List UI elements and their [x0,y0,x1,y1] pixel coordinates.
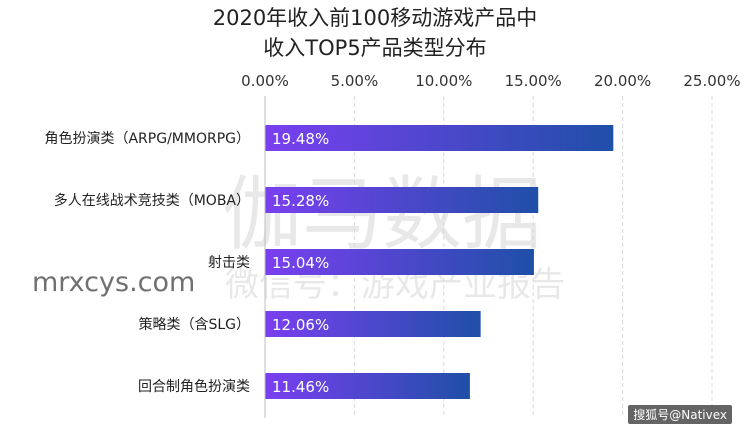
bar-value-label: 15.04% [272,254,329,272]
bar-value-label: 15.28% [272,192,329,210]
category-label: 多人在线战术竞技类（MOBA） [54,192,250,209]
category-label: 射击类 [208,255,250,271]
x-tick-label: 5.00% [331,72,379,90]
bar [265,187,539,213]
value-labels: 19.48% 15.28% 15.04% 12.06% 11.46% [272,130,329,396]
category-label: 回合制角色扮演类 [138,378,250,395]
x-tick-label: 20.00% [594,72,651,90]
x-tick-label: 15.00% [505,72,562,90]
bar-value-label: 12.06% [272,316,329,334]
source-credit: 搜狐号@Nativex [628,405,732,424]
x-tick-label: 10.00% [415,72,472,90]
category-labels: 角色扮演类（ARPG/MMORPG） 多人在线战术竞技类（MOBA） 射击类策略类（… [44,130,250,395]
chart-title-line-2: 收入TOP5产品类型分布 [263,36,487,60]
category-label: 角色扮演类（ARPG/MMORPG） [44,130,250,147]
bar [265,249,534,275]
bar-value-label: 11.46% [272,378,329,396]
watermark-large: 伽马数据 [222,168,542,261]
x-tick-label: 0.00% [241,72,289,90]
chart-title-line-1: 2020年收入前100移动游戏产品中 [212,6,538,30]
bar-value-label: 19.48% [272,130,329,148]
watermark-site: mrxcys.com [32,267,195,298]
bars [265,125,614,399]
x-axis-ticks: 0.00% 5.00% 10.00% 15.00% 20.00% 25.00% [241,72,740,90]
bar [265,125,614,151]
x-tick-label: 25.00% [683,72,740,90]
bar [265,373,470,399]
bar [265,311,481,337]
category-label: 策略类（含SLG） [138,316,250,333]
